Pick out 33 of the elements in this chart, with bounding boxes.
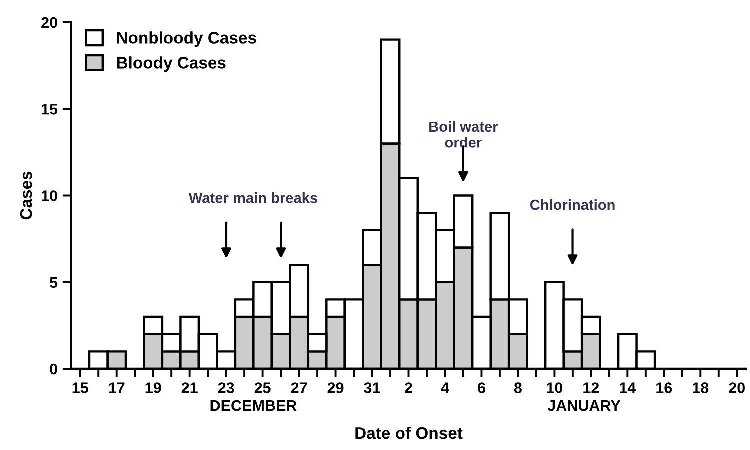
x-tick-label: 29 <box>328 382 344 394</box>
x-tick-label: 15 <box>72 382 88 394</box>
annotation: Chlorination <box>530 199 615 210</box>
y-tick-label: 15 <box>42 104 58 115</box>
x-tick-label: 4 <box>441 382 450 394</box>
legend-label: Bloody Cases <box>117 56 226 72</box>
x-tick-label: 10 <box>547 382 563 394</box>
y-tick-label: 20 <box>42 17 58 28</box>
x-tick-label: 6 <box>478 382 486 394</box>
text: DECEMBER <box>210 400 297 412</box>
x-tick-label: 8 <box>514 382 522 394</box>
x-tick-label: 23 <box>218 382 234 394</box>
x-tick-label: 19 <box>146 382 162 394</box>
x-tick-label: 12 <box>584 382 600 394</box>
annotation: Boil water order <box>430 121 498 148</box>
x-axis-title: Date of Onset <box>356 426 463 440</box>
x-tick-label: 25 <box>254 382 271 394</box>
x-tick-label: 27 <box>291 382 308 394</box>
y-axis-title: Cases <box>20 172 32 220</box>
y-tick-label: 5 <box>50 277 58 288</box>
text: JANUARY <box>548 400 621 412</box>
x-tick-label: 20 <box>729 382 745 394</box>
x-tick-label: 21 <box>182 382 198 394</box>
legend-label: Nonbloody Cases <box>117 32 256 48</box>
y-tick-label: 0 <box>50 364 58 375</box>
annotation: Water main breaks <box>188 192 318 204</box>
x-tick-label: 18 <box>693 382 709 394</box>
x-tick-label: 17 <box>109 382 125 394</box>
x-tick-label: 31 <box>364 382 380 394</box>
x-tick-label: 16 <box>656 382 672 394</box>
x-tick-label: 14 <box>620 382 636 394</box>
x-tick-label: 2 <box>405 382 412 394</box>
y-tick-label: 10 <box>42 190 58 202</box>
